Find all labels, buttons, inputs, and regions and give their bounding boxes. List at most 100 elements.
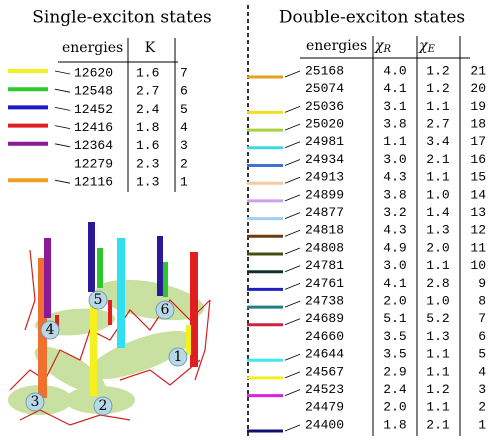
site-label: 5 [94, 292, 103, 308]
state-index: 20 [470, 81, 486, 96]
connector [284, 265, 301, 273]
energy: 25168 [305, 63, 344, 78]
site-marker [168, 347, 188, 367]
state-index: 1 [180, 175, 188, 190]
chi-e: 2.0 [426, 240, 449, 255]
energy: 12548 [74, 84, 113, 99]
energy: 12364 [74, 138, 113, 153]
state-index: 1 [478, 417, 486, 432]
state-index: 19 [470, 99, 486, 114]
chi-e: 1.1 [426, 170, 450, 185]
state-index: 6 [180, 84, 188, 99]
column-header: energies [306, 38, 367, 54]
chi-e: 1.4 [426, 205, 450, 220]
k-value: 1.3 [136, 175, 159, 190]
chi-r: 3.0 [383, 258, 406, 273]
site-label: 2 [99, 398, 108, 414]
energy: 25020 [305, 117, 344, 132]
k-value: 2.4 [136, 102, 160, 117]
connector [284, 176, 301, 184]
chi-e: 1.1 [426, 258, 450, 273]
state-index: 3 [180, 138, 188, 153]
k-value: 2.7 [136, 84, 159, 99]
chi-r: 3.1 [383, 99, 407, 114]
chi-r: 1.8 [383, 417, 406, 432]
connector [284, 106, 301, 113]
column-symbol: χ [418, 38, 429, 54]
chi-e: 1.2 [426, 81, 449, 96]
energy: 24644 [305, 347, 344, 362]
chi-r: 4.3 [383, 223, 406, 238]
connector [284, 424, 301, 432]
connector [54, 88, 71, 93]
k-value: 2.3 [136, 156, 159, 171]
state-index: 21 [470, 63, 486, 78]
site-label: 4 [46, 322, 55, 338]
chi-e: 1.2 [426, 382, 449, 397]
column-symbol: energies [306, 38, 367, 54]
connector [284, 389, 301, 396]
connector [54, 143, 71, 148]
state-index: 4 [478, 364, 486, 379]
energy: 25074 [305, 81, 344, 96]
energy: 24479 [305, 400, 344, 415]
state-index: 8 [478, 294, 486, 309]
chi-r: 5.1 [383, 311, 407, 326]
chi-r: 4.0 [383, 63, 406, 78]
chi-r: 3.2 [383, 205, 406, 220]
connector [54, 107, 71, 111]
site-marker [40, 320, 60, 340]
energy: 24899 [305, 187, 344, 202]
state-index: 7 [478, 311, 486, 326]
state-index: 5 [478, 347, 486, 362]
connector [54, 179, 71, 184]
state-index: 13 [470, 205, 486, 220]
energy: 24523 [305, 382, 344, 397]
k-value: 1.6 [136, 65, 159, 80]
k-value: 1.6 [136, 138, 159, 153]
connector [284, 212, 301, 219]
chi-e: 1.0 [426, 294, 449, 309]
connector [284, 318, 301, 326]
state-index: 7 [180, 65, 188, 80]
energy: 24877 [305, 205, 344, 220]
state-index: 6 [478, 329, 486, 344]
energy: 24818 [305, 223, 344, 238]
energy: 12116 [74, 175, 113, 190]
chi-e: 2.1 [426, 417, 450, 432]
column-subscript: R [382, 44, 391, 55]
connector [284, 123, 301, 131]
chi-e: 1.1 [426, 99, 450, 114]
state-index: 3 [478, 382, 486, 397]
state-index: 10 [470, 258, 486, 273]
energy: 24738 [305, 294, 344, 309]
column-symbol: χ [374, 38, 385, 54]
state-index: 16 [470, 152, 486, 167]
connector [284, 371, 301, 379]
chi-e: 3.4 [426, 134, 450, 149]
site-label: 3 [31, 394, 40, 410]
connector [284, 247, 301, 255]
connector [54, 70, 71, 75]
site-label: 6 [161, 302, 170, 318]
state-index: 12 [470, 223, 486, 238]
chi-e: 1.2 [426, 63, 449, 78]
chi-e: 1.3 [426, 329, 449, 344]
chi-r: 3.8 [383, 187, 406, 202]
energy: 24761 [305, 276, 344, 291]
connector [284, 283, 301, 290]
chi-e: 1.1 [426, 364, 450, 379]
state-index: 2 [478, 400, 486, 415]
site-label: 1 [174, 349, 183, 365]
connector [284, 194, 301, 202]
energy: 24913 [305, 170, 344, 185]
chi-r: 3.8 [383, 117, 406, 132]
chi-r: 4.3 [383, 170, 406, 185]
chi-e: 2.1 [426, 152, 450, 167]
site-marker [25, 392, 45, 412]
energy: 24400 [305, 417, 344, 432]
connector [284, 70, 301, 78]
chi-e: 1.1 [426, 347, 450, 362]
chi-r: 4.9 [383, 240, 406, 255]
